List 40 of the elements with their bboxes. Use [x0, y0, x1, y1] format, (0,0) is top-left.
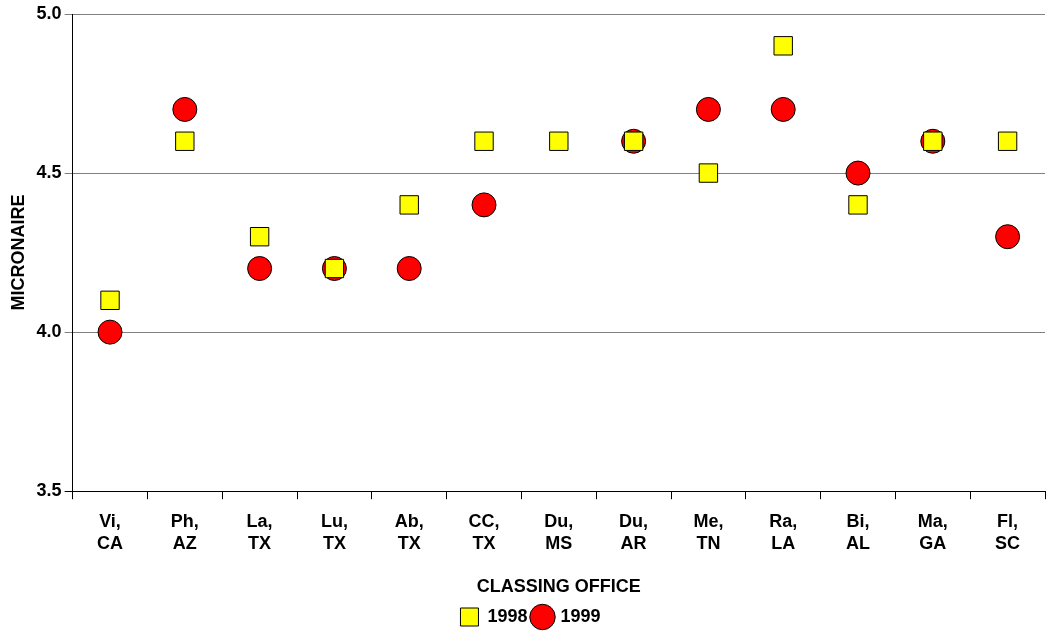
point — [773, 36, 793, 56]
point — [471, 192, 497, 218]
x-tick-label: Bi, AL — [846, 510, 870, 553]
point — [698, 163, 719, 183]
point — [97, 319, 123, 345]
x-axis-title: CLASSING OFFICE — [476, 576, 641, 597]
point — [474, 131, 494, 151]
x-tick-label: Ph, AZ — [170, 510, 199, 553]
x-tick-label: Fl, SC — [995, 510, 1021, 553]
x-tick-label: Ab, TX — [394, 510, 424, 553]
legend-label: 1999 — [560, 605, 601, 626]
x-tick-label: Du, MS — [544, 510, 574, 553]
point — [695, 96, 721, 122]
point — [995, 224, 1021, 250]
x-tick-label: Me, TN — [693, 510, 724, 553]
y-tick-label: 4.0 — [36, 321, 62, 342]
x-tick-label: Vi, CA — [97, 510, 124, 553]
point — [399, 195, 419, 215]
point — [549, 131, 569, 151]
x-tick-label: Ma, GA — [917, 510, 948, 553]
y-tick-label: 4.5 — [36, 162, 62, 183]
point — [848, 195, 868, 215]
y-tick-label: 3.5 — [36, 480, 62, 501]
point — [249, 227, 270, 247]
x-tick-label: La, TX — [246, 510, 273, 553]
y-tick-label: 5.0 — [36, 2, 62, 23]
x-tick-label: CC, TX — [468, 510, 500, 553]
x-tick-label: Lu, TX — [320, 510, 348, 553]
legend-label: 1998 — [487, 605, 528, 626]
point — [845, 160, 871, 186]
point — [100, 290, 120, 311]
point — [396, 256, 422, 282]
point — [247, 256, 273, 282]
point — [175, 131, 195, 151]
point — [172, 96, 198, 122]
x-tick-label: Ra, LA — [769, 510, 798, 553]
x-tick-label: Du, AR — [619, 510, 649, 553]
y-axis-title: MICRONAIRE — [7, 194, 28, 311]
point — [770, 96, 796, 122]
point — [997, 131, 1018, 151]
